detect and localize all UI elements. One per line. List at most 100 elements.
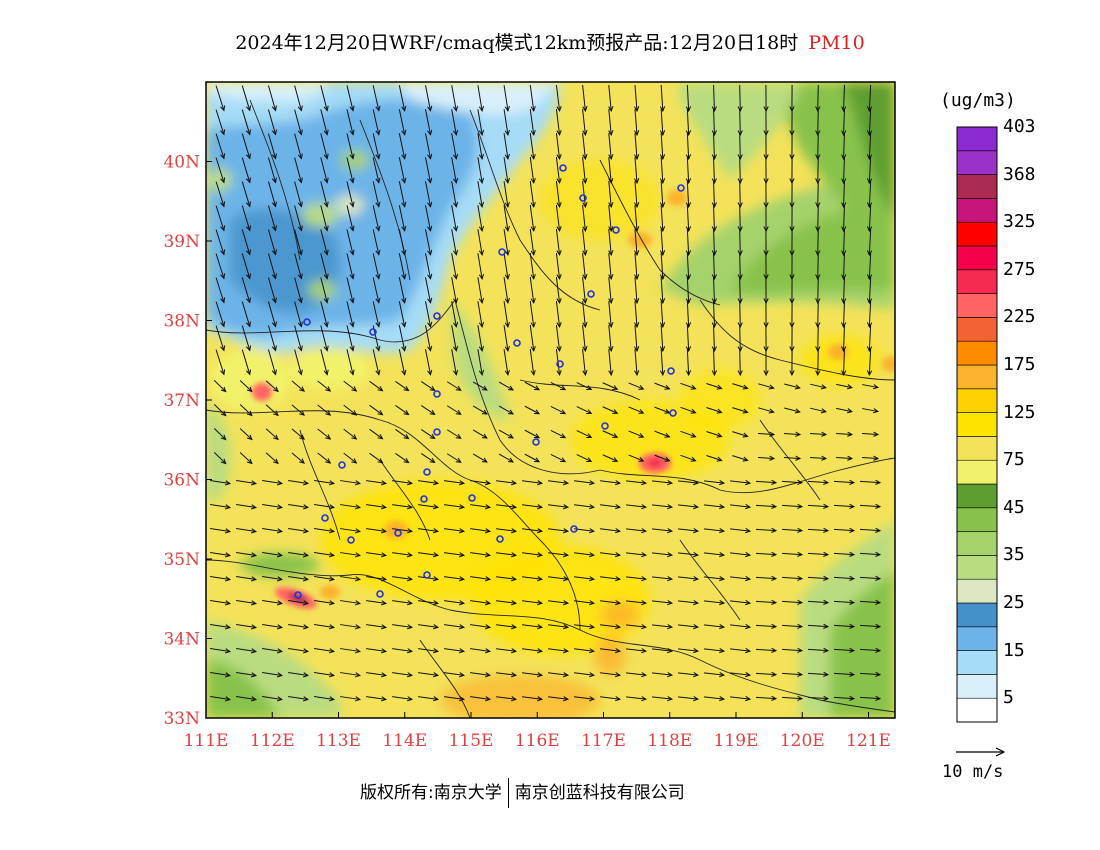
wind-arrow bbox=[807, 647, 830, 653]
wind-arrow bbox=[425, 301, 433, 328]
wind-arrow bbox=[659, 300, 666, 329]
wind-arrow bbox=[372, 133, 381, 160]
x-tick-label: 113E bbox=[316, 731, 361, 751]
wind-arrow bbox=[477, 181, 485, 208]
wind-arrow bbox=[608, 349, 614, 377]
wind-arrow bbox=[366, 672, 388, 678]
wind-arrow bbox=[343, 428, 358, 440]
wind-arrow bbox=[477, 109, 485, 136]
wind-arrow bbox=[241, 157, 252, 184]
wind-arrow bbox=[685, 108, 692, 137]
wind-arrow bbox=[444, 480, 466, 486]
wind-arrow bbox=[340, 648, 362, 654]
wind-arrow bbox=[421, 405, 436, 416]
wind-arrow bbox=[576, 382, 593, 390]
wind-arrow bbox=[392, 600, 414, 606]
wind-arrow bbox=[470, 576, 492, 582]
wind-arrow bbox=[652, 576, 674, 582]
wind-arrow bbox=[685, 180, 692, 209]
monitoring-stations bbox=[294, 164, 685, 599]
wind-arrow bbox=[634, 109, 640, 137]
wind-arrow bbox=[503, 109, 510, 136]
wind-arrow bbox=[626, 696, 648, 702]
wind-arrow bbox=[210, 599, 232, 606]
colorbar-label: 45 bbox=[1003, 496, 1025, 518]
wind-arrow bbox=[503, 229, 510, 256]
wind-arrow bbox=[866, 324, 873, 353]
wind-arrow bbox=[294, 229, 303, 256]
wind-arrow bbox=[529, 133, 536, 161]
wind-arrow bbox=[241, 205, 252, 232]
wind-arrow bbox=[294, 325, 303, 352]
wind-arrow bbox=[236, 551, 258, 558]
wind-arrow bbox=[859, 599, 882, 605]
wind-arrow bbox=[503, 181, 510, 208]
wind-arrow bbox=[711, 324, 717, 353]
wind-arrow bbox=[807, 479, 830, 485]
wind-arrow bbox=[472, 405, 488, 415]
wind-arrow bbox=[654, 430, 671, 438]
colorbar-bin bbox=[956, 245, 998, 271]
wind-arrow bbox=[451, 109, 459, 136]
wind-arrow bbox=[678, 576, 700, 582]
x-tick-label: 114E bbox=[382, 731, 427, 751]
wind-arrow bbox=[320, 301, 329, 328]
wind-arrow bbox=[866, 252, 873, 281]
wind-arrow bbox=[425, 205, 433, 232]
wind-arrow bbox=[659, 228, 666, 257]
colorbar-bin bbox=[956, 459, 998, 485]
wind-arrow bbox=[398, 229, 407, 256]
wind-arrow bbox=[680, 454, 697, 462]
wind-arrow bbox=[503, 277, 510, 304]
colorbar-label: 275 bbox=[1003, 258, 1036, 280]
wind-arrow bbox=[678, 504, 700, 510]
wind-arrow bbox=[835, 431, 854, 437]
wind-arrow bbox=[262, 648, 284, 654]
wind-arrow bbox=[550, 381, 567, 391]
colorbar-frame bbox=[956, 126, 998, 723]
colorbar-bin bbox=[956, 150, 998, 175]
colorbar-bin bbox=[956, 317, 998, 342]
colorbar-label: 125 bbox=[1003, 401, 1036, 423]
wind-arrow bbox=[608, 181, 614, 209]
wind-arrow bbox=[659, 276, 666, 305]
x-tick-label: 121E bbox=[846, 731, 891, 751]
colorbar-bin bbox=[956, 650, 998, 675]
wind-arrow bbox=[398, 85, 407, 112]
wind-arrow bbox=[807, 623, 830, 629]
wind-arrow bbox=[781, 479, 804, 485]
wind-arrow bbox=[398, 253, 407, 280]
wind-arrow bbox=[444, 624, 466, 630]
wind-arrow bbox=[215, 325, 226, 352]
wind-arrow bbox=[529, 157, 536, 185]
wind-arrow bbox=[343, 380, 358, 392]
wind-arrow bbox=[859, 623, 882, 629]
wind-arrow bbox=[678, 528, 700, 534]
wind-arrow bbox=[425, 253, 433, 280]
wind-arrow bbox=[659, 132, 666, 161]
wind-arrow bbox=[372, 85, 381, 112]
wind-arrow bbox=[809, 431, 828, 437]
wind-arrow bbox=[340, 672, 362, 678]
wind-arrow bbox=[576, 430, 593, 438]
wind-arrow bbox=[652, 624, 674, 630]
wind-arrow bbox=[789, 348, 795, 377]
wind-arrow bbox=[317, 404, 332, 416]
wind-arrow bbox=[236, 503, 258, 510]
wind-arrow bbox=[239, 452, 253, 465]
wind-arrow bbox=[470, 504, 492, 510]
wind-arrow bbox=[730, 672, 752, 678]
wind-arrow bbox=[267, 325, 277, 352]
wind-arrow bbox=[678, 480, 700, 486]
wind-arrow bbox=[833, 599, 856, 605]
colorbar-bin bbox=[956, 340, 998, 366]
wind-arrow bbox=[503, 85, 510, 112]
wind-arrow bbox=[395, 381, 410, 392]
wind-arrow bbox=[317, 428, 332, 440]
wind-arrow bbox=[262, 624, 284, 630]
wind-arrow bbox=[737, 348, 743, 377]
wind-arrow bbox=[810, 383, 827, 390]
wind-arrow bbox=[392, 576, 414, 582]
wind-arrow bbox=[815, 348, 821, 377]
